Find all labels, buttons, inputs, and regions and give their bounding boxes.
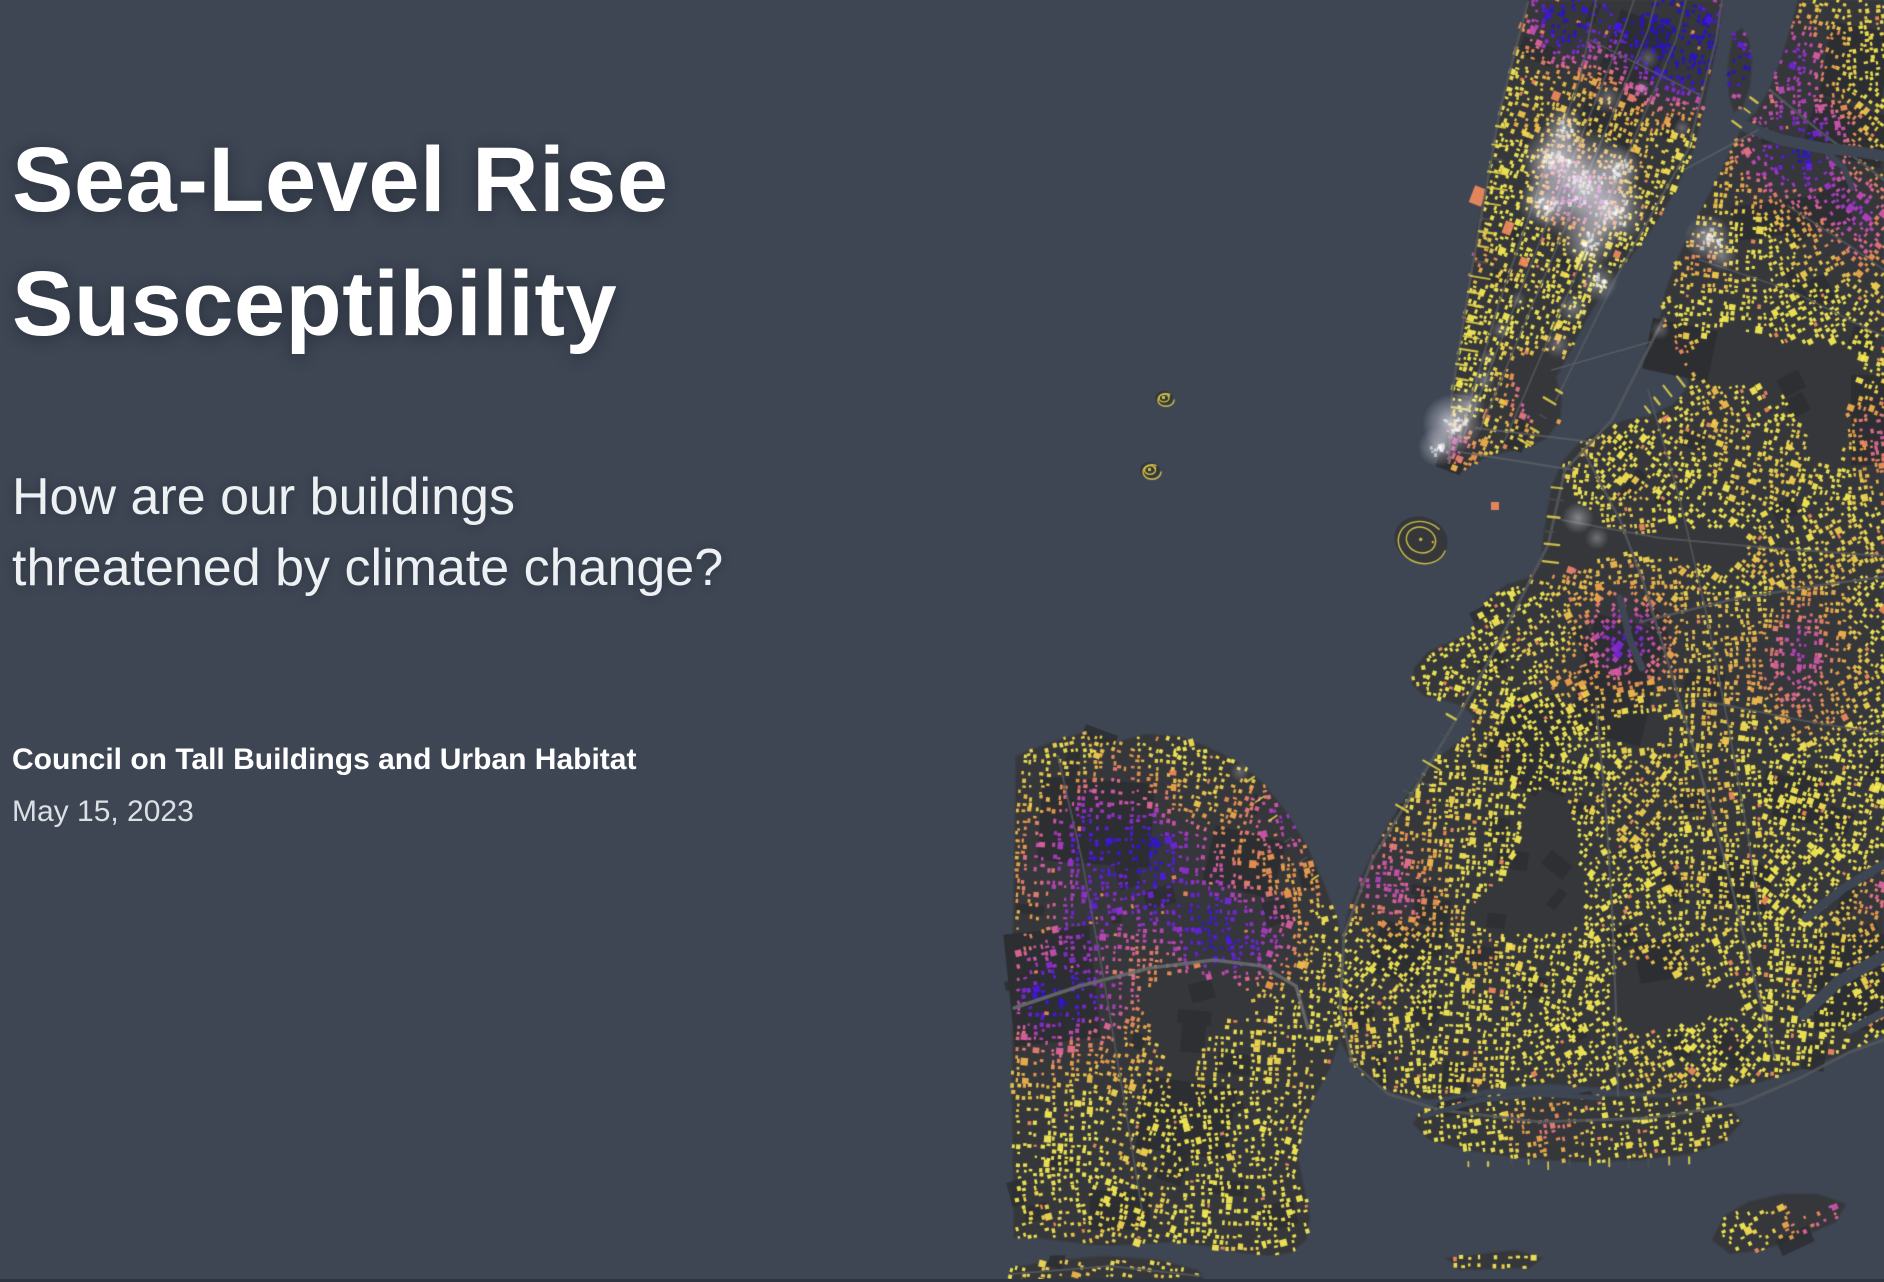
cover-date: May 15, 2023 [12,795,194,828]
page-title: Sea-Level Rise Susceptibility [12,118,832,366]
subtitle-line-1: How are our buildings [12,468,515,526]
subtitle-line-2: threatened by climate change? [12,539,724,597]
section-divider [0,1279,1884,1282]
title-line-1: Sea-Level Rise [12,129,669,231]
cover-subtitle: How are our buildings threatened by clima… [12,462,832,604]
cover-byline: Council on Tall Buildings and Urban Habi… [12,743,637,776]
title-line-2: Susceptibility [12,253,618,355]
